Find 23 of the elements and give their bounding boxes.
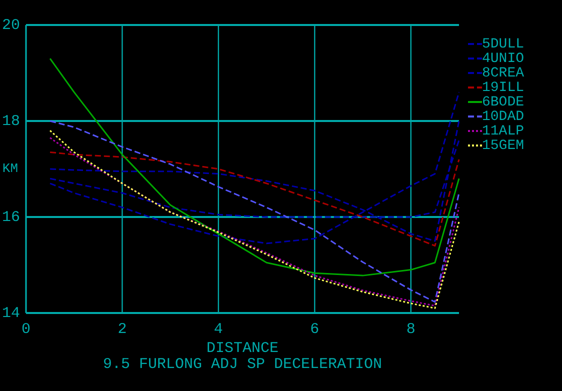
x-tick-label: 4 <box>214 321 223 338</box>
line-series <box>49 151 460 247</box>
legend-label: 19ILL <box>482 80 524 96</box>
legend-label: 15GEM <box>482 138 524 154</box>
x-tick-label: 6 <box>310 321 320 338</box>
text: 9.5 FURLONG ADJ SP DECELERATION <box>102 356 382 373</box>
legend-label: 10DAD <box>482 109 524 126</box>
x-tick-label: 0 <box>21 321 31 338</box>
y-tick-label: 14 <box>2 304 20 322</box>
legend-label: 11ALP <box>482 124 524 140</box>
legend-label: 8CREA <box>482 66 525 82</box>
legend-label: 5DULL <box>482 36 524 53</box>
legend-label: 4UNIO <box>482 51 524 68</box>
y-tick-label: 20 <box>2 16 20 34</box>
x-tick-label: 8 <box>406 321 416 338</box>
x-tick-label: 2 <box>118 321 127 338</box>
y-axis-title: KM <box>2 161 18 176</box>
y-tick-label: 16 <box>2 208 20 226</box>
x-axis-title: DISTANCE <box>206 340 279 357</box>
y-tick-label: 18 <box>2 112 20 130</box>
line-series <box>49 58 460 276</box>
line-series <box>49 91 460 244</box>
legend-label: 6BODE <box>482 94 524 111</box>
